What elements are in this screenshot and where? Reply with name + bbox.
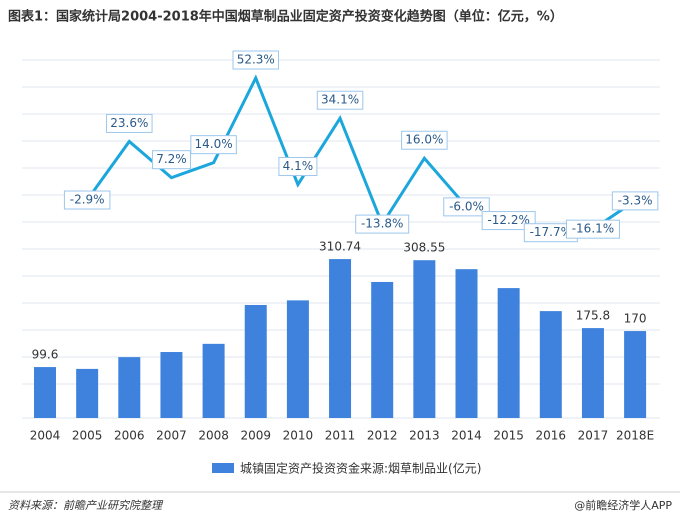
bar [202,343,225,418]
x-tick-label: 2012 [367,429,398,443]
line-label-box [278,157,318,177]
line-label-text: -2.9% [70,193,105,207]
bar-label: 99.6 [32,348,59,362]
x-tick-label: 2017 [578,429,609,443]
bar [76,368,99,418]
x-tick-label: 2013 [409,429,440,443]
line-label-box [565,219,620,239]
line-label-text: 52.3% [237,53,275,67]
line-label-text: -6.0% [449,199,484,213]
line-label-box [401,130,448,150]
x-tick-label: 2006 [114,429,145,443]
bar-label: 310.74 [319,240,361,254]
line-label: 52.3% [232,50,279,70]
line-label-box [481,211,536,231]
line-label: -12.2% [481,211,536,231]
legend-label: 城镇固定资产投资资金来源:烟草制品业(亿元) [240,461,481,476]
bar [413,260,436,418]
line-label: 16.0% [401,130,448,150]
x-tick-label: 2011 [325,429,356,443]
bar-label: 175.8 [576,309,610,323]
line-label-box [190,135,237,155]
line-label-box [63,190,111,210]
line-label: 4.1% [278,157,318,177]
credit: @前瞻经济学人APP [574,498,672,512]
line-label: -16.1% [565,219,620,239]
line-label: -6.0% [443,197,490,217]
line-label-text: 23.6% [110,116,148,130]
line-label: 7.2% [151,150,191,170]
line-label: -13.8% [355,214,410,234]
line-label-box [316,90,364,110]
line-label: 14.0% [190,135,237,155]
bar [455,269,478,418]
bar [624,331,647,418]
bar-label: 308.55 [403,241,445,255]
x-tick-label: 2018E [616,429,654,443]
line-label-box [106,113,153,133]
x-tick-label: 2007 [156,429,187,443]
line-label-text: -17.7% [530,225,572,239]
source: 资料来源：前瞻产业研究院整理 [8,499,164,512]
line-label-text: 16.0% [405,133,443,147]
bar [539,311,562,418]
bar [371,281,394,418]
line-label-text: -3.3% [618,193,653,207]
line-label-text: 4.1% [283,159,314,173]
line-label-box [443,197,490,217]
line-label-text: 34.1% [321,93,359,107]
x-tick-label: 2004 [30,429,61,443]
bar [497,288,520,418]
line-label-text: 14.0% [195,137,233,151]
x-tick-label: 2016 [536,429,567,443]
x-tick-label: 2008 [198,429,229,443]
line-label: 34.1% [316,90,364,110]
line-label: -17.7% [523,223,578,243]
bar [286,300,309,418]
bar [160,352,183,418]
x-tick-label: 2010 [283,429,314,443]
line-label-text: -16.1% [572,222,614,236]
bar [244,304,267,418]
x-tick-label: 2015 [493,429,524,443]
bar [34,367,56,418]
line-label-box [611,191,659,211]
legend-swatch [212,463,234,473]
line-label-box [232,50,279,70]
x-tick-label: 2005 [72,429,103,443]
chart-title: 图表1：国家统计局2004-2018年中国烟草制品业固定资产投资变化趋势图（单位… [8,9,563,25]
line-label-text: 7.2% [156,152,187,166]
bar [581,328,604,418]
bar [118,357,141,418]
bar [329,259,352,418]
line-label: -2.9% [63,190,111,210]
line-label-text: -12.2% [487,213,529,227]
line-label: -3.3% [611,191,659,211]
bar-label: 170 [624,312,647,326]
line-label: 23.6% [106,113,153,133]
x-tick-label: 2014 [451,429,482,443]
line-label-box [151,150,191,170]
line-label-box [355,214,410,234]
x-tick-label: 2009 [240,429,271,443]
line-label-text: -13.8% [361,217,403,231]
